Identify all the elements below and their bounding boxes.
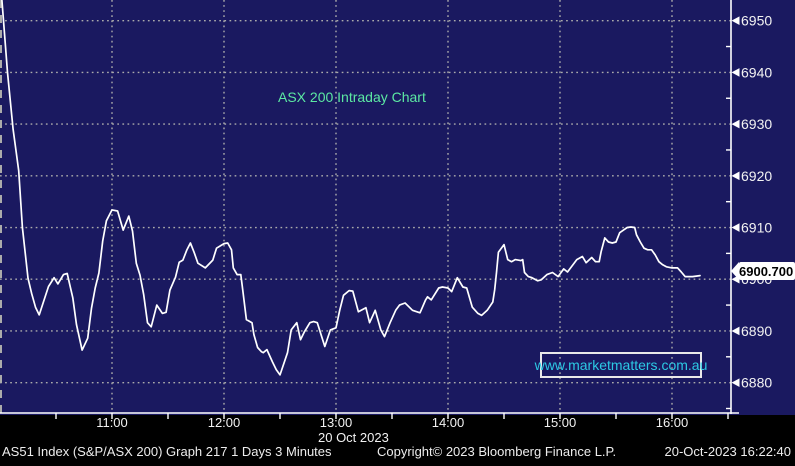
status-bar-timestamp: 20-Oct-2023 16:22:40 — [664, 444, 791, 459]
x-axis-label: 16:00 — [655, 415, 689, 430]
x-axis-label: 14:00 — [431, 415, 465, 430]
y-tick-arrow-icon — [731, 326, 740, 336]
status-bar-instrument: AS51 Index (S&P/ASX 200) Graph 217 1 Day… — [2, 444, 332, 459]
status-bar-copyright: Copyright© 2023 Bloomberg Finance L.P. — [377, 444, 617, 459]
price-line — [1, 0, 701, 376]
y-tick-arrow-icon — [731, 223, 740, 232]
y-tick-arrow-icon — [731, 68, 740, 77]
y-tick-arrow-icon — [731, 171, 740, 181]
y-axis-label: 6910 — [741, 220, 772, 236]
x-axis-label: 15:00 — [543, 415, 577, 430]
last-price-tag: 6900.700 — [731, 262, 795, 280]
y-axis-label: 6880 — [741, 375, 772, 391]
y-axis-label: 6930 — [741, 116, 772, 132]
intraday-chart: 68806890690069106920693069406950 — [0, 0, 795, 419]
y-axis-label: 6940 — [741, 64, 772, 80]
y-tick-arrow-icon — [731, 378, 740, 387]
y-axis-label: 6920 — [741, 168, 772, 184]
price-tag-arrow-icon — [731, 262, 739, 280]
y-axis-label: 6890 — [741, 323, 772, 339]
x-axis-date-label: 20 Oct 2023 — [318, 430, 389, 445]
x-axis-label: 12:00 — [207, 415, 241, 430]
plot-background — [0, 0, 795, 415]
last-price-value: 6900.700 — [739, 263, 794, 279]
watermark-url[interactable]: www.marketmatters.com.au — [535, 352, 707, 378]
y-tick-arrow-icon — [731, 16, 740, 25]
y-axis-label: 6950 — [741, 13, 772, 29]
chart-title: ASX 200 Intraday Chart — [278, 89, 426, 105]
x-axis-label: 11:00 — [96, 415, 128, 430]
y-tick-arrow-icon — [731, 119, 740, 129]
x-axis-label: 13:00 — [319, 415, 353, 430]
